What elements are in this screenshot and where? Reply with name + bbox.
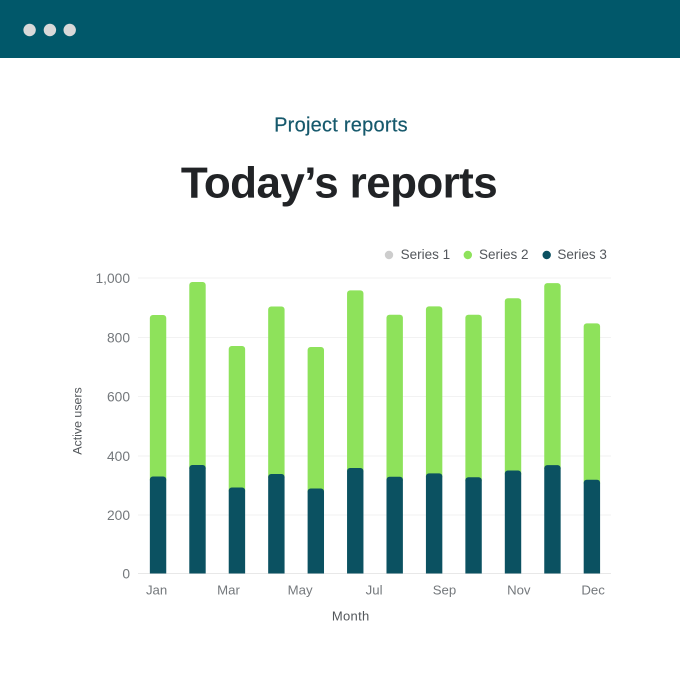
svg-text:Active users: Active users — [70, 387, 84, 454]
svg-text:Mar: Mar — [217, 583, 240, 598]
svg-text:800: 800 — [107, 331, 130, 346]
svg-text:Series 1: Series 1 — [401, 247, 451, 262]
svg-text:Today’s reports: Today’s reports — [181, 159, 497, 208]
svg-text:400: 400 — [107, 449, 130, 464]
svg-text:Jan: Jan — [146, 583, 167, 598]
svg-text:0: 0 — [122, 567, 130, 582]
svg-text:Dec: Dec — [581, 583, 605, 598]
svg-text:Month: Month — [332, 609, 370, 624]
svg-text:Sep: Sep — [433, 583, 456, 598]
svg-text:200: 200 — [107, 508, 130, 523]
svg-text:Series 3: Series 3 — [557, 247, 607, 262]
svg-text:Project reports: Project reports — [274, 115, 408, 137]
svg-text:Nov: Nov — [507, 583, 531, 598]
svg-text:600: 600 — [107, 390, 130, 405]
svg-text:Series 2: Series 2 — [479, 247, 529, 262]
svg-text:May: May — [288, 583, 313, 598]
svg-text:1,000: 1,000 — [95, 271, 130, 286]
svg-text:Jul: Jul — [366, 583, 383, 598]
